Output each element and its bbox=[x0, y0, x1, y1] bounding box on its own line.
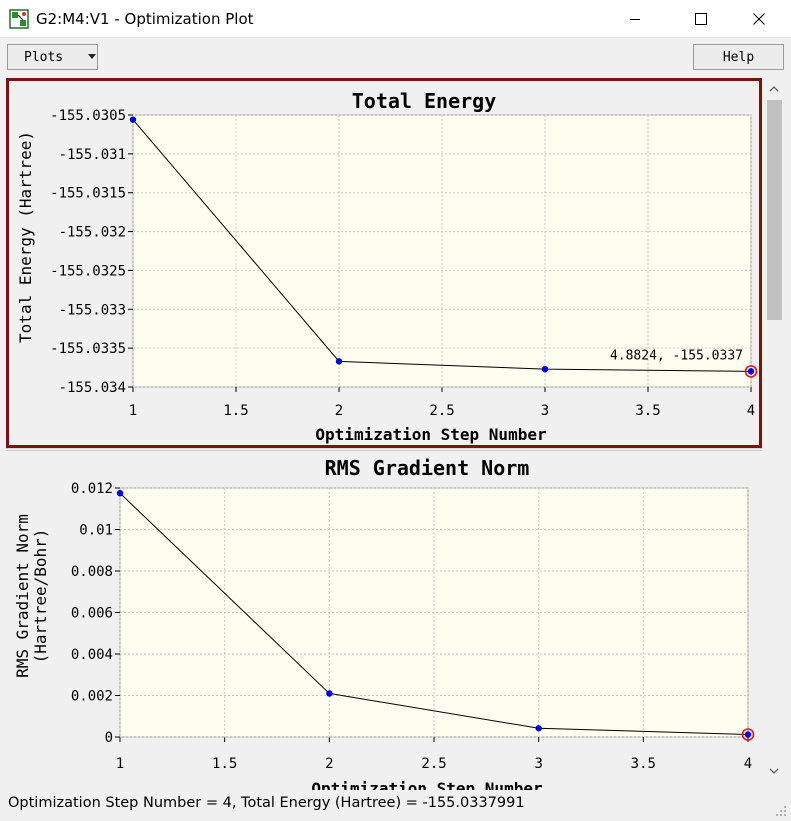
y-tick-label: 0.012 bbox=[71, 481, 113, 497]
data-point bbox=[335, 358, 343, 365]
selected-point-ring bbox=[741, 728, 755, 741]
window-title: G2:M4:V1 - Optimization Plot bbox=[36, 10, 254, 28]
x-tick-label: 2.5 bbox=[429, 403, 454, 419]
point-annotation: 4.8824, -155.0337 bbox=[610, 348, 743, 363]
maximize-button[interactable] bbox=[678, 0, 724, 38]
x-tick-label: 3.5 bbox=[635, 403, 660, 419]
y-axis-label: Total Energy (Hartree) bbox=[16, 131, 35, 343]
data-point bbox=[129, 116, 137, 123]
x-tick-label: 4 bbox=[744, 756, 752, 772]
arrow-up-icon bbox=[769, 86, 779, 92]
data-point bbox=[116, 489, 124, 497]
x-tick-label: 3 bbox=[541, 403, 549, 419]
y-tick-label: -155.0335 bbox=[50, 341, 126, 357]
y-tick-label: 0.002 bbox=[71, 689, 113, 705]
y-tick-label: -155.0305 bbox=[50, 108, 126, 124]
rms-gradient-chart[interactable]: 1 1.5 2 2.5 3 3.5 4 0.012 0.01 0.008 0.006 0.004 0.0… bbox=[6, 451, 762, 790]
title-bar: G2:M4:V1 - Optimization Plot bbox=[0, 0, 791, 38]
x-tick-label: 3.5 bbox=[631, 756, 656, 772]
y-tick-label: -155.031 bbox=[59, 147, 126, 163]
data-point bbox=[535, 725, 542, 732]
close-button[interactable] bbox=[736, 0, 782, 38]
plots-menu-button[interactable]: Plots bbox=[7, 44, 98, 70]
data-point bbox=[326, 690, 333, 697]
y-tick-label: 0.008 bbox=[71, 564, 113, 580]
y-tick-label: 0.004 bbox=[71, 647, 113, 663]
x-axis-label: Optimization Step Number bbox=[315, 425, 546, 444]
y-tick-label: 0.01 bbox=[79, 523, 113, 539]
scroll-up-button[interactable] bbox=[764, 80, 784, 98]
series-line bbox=[119, 492, 749, 736]
molecule-app-icon bbox=[9, 9, 29, 29]
x-tick-label: 1 bbox=[129, 403, 137, 419]
y-tick-label: -155.032 bbox=[59, 225, 126, 241]
y-tick-label: -155.0325 bbox=[50, 263, 126, 279]
plots-menu-label: Plots bbox=[24, 49, 64, 65]
rms-gradient-plot-panel[interactable]: 1 1.5 2 2.5 3 3.5 4 0.012 0.01 0.008 0.006 0.004 0.0… bbox=[6, 450, 762, 790]
chart-title: RMS Gradient Norm bbox=[325, 456, 530, 480]
resize-grip-icon[interactable] bbox=[775, 805, 787, 817]
maximize-icon bbox=[695, 13, 707, 25]
minimize-button[interactable] bbox=[612, 0, 658, 38]
y-axis-label: RMS Gradient Norm bbox=[13, 514, 32, 678]
x-tick-label: 1.5 bbox=[212, 756, 237, 772]
x-axis-label: Optimization Step Number bbox=[311, 779, 542, 790]
y-tick-label: 0 bbox=[105, 730, 113, 746]
help-button[interactable]: Help bbox=[693, 44, 784, 70]
data-point bbox=[747, 368, 755, 375]
total-energy-plot-panel[interactable]: 1 1.5 2 2.5 3 3.5 4 -155.0305 -155.031 -155.0315 -… bbox=[6, 78, 762, 449]
data-point bbox=[541, 365, 549, 373]
help-button-label: Help bbox=[722, 49, 755, 65]
y-tick-label: -155.0315 bbox=[50, 186, 126, 202]
selected-point-ring bbox=[744, 365, 758, 378]
series-line bbox=[132, 119, 752, 372]
data-point bbox=[744, 731, 752, 738]
chevron-down-icon bbox=[88, 54, 96, 59]
arrow-down-icon bbox=[769, 768, 779, 774]
y-tick-label: -155.034 bbox=[59, 380, 126, 396]
x-tick-label: 2 bbox=[325, 756, 333, 772]
status-bar: Optimization Step Number = 4, Total Ener… bbox=[0, 790, 791, 821]
plots-area[interactable]: 1 1.5 2 2.5 3 3.5 4 -155.0305 -155.031 -155.0315 -… bbox=[6, 78, 762, 790]
chart-title: Total Energy bbox=[352, 89, 497, 113]
status-text: Optimization Step Number = 4, Total Ener… bbox=[8, 795, 525, 811]
x-tick-label: 1 bbox=[116, 756, 124, 772]
x-tick-label: 3 bbox=[534, 756, 542, 772]
x-tick-label: 1.5 bbox=[223, 403, 248, 419]
total-energy-chart[interactable]: 1 1.5 2 2.5 3 3.5 4 -155.0305 -155.031 -155.0315 -… bbox=[9, 81, 759, 445]
y-tick-label: -155.033 bbox=[59, 302, 126, 318]
scroll-thumb[interactable] bbox=[767, 100, 782, 320]
scroll-down-button[interactable] bbox=[764, 762, 784, 780]
x-tick-label: 2 bbox=[335, 403, 343, 419]
y-axis-label-units: (Hartree/Bohr) bbox=[31, 529, 50, 664]
y-tick-label: 0.006 bbox=[71, 606, 113, 622]
x-tick-label: 2.5 bbox=[421, 756, 446, 772]
x-tick-label: 4 bbox=[747, 403, 755, 419]
vertical-scrollbar[interactable] bbox=[764, 80, 784, 780]
close-icon bbox=[753, 13, 765, 25]
minimize-icon bbox=[630, 19, 640, 20]
